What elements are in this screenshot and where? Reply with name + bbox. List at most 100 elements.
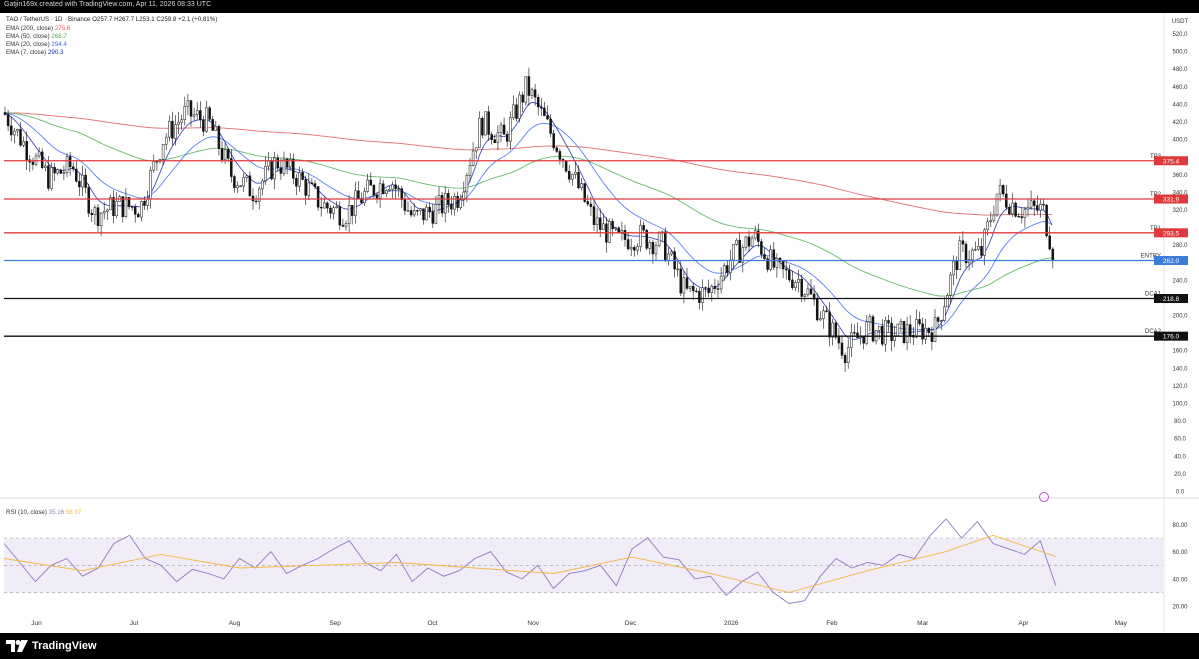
level-price-tp1: 293.5: [1163, 230, 1180, 237]
candle-up: [915, 319, 918, 338]
candle-down: [567, 170, 571, 180]
candle-down: [279, 167, 283, 174]
candle-up: [453, 195, 456, 210]
candle-down: [127, 197, 131, 207]
candle-up: [443, 193, 447, 214]
candle-down: [121, 196, 125, 217]
candle-down: [902, 320, 906, 343]
legend-ema-0: EMA (200, close) 275.6: [6, 25, 71, 32]
price-chart[interactable]: TP3TP2TP1ENTRYDCA1DCA2 375.4331.9293.526…: [0, 13, 1199, 633]
candle-down: [617, 227, 621, 233]
candle-down: [357, 190, 360, 200]
candle-up: [56, 169, 59, 174]
candle-down: [381, 183, 385, 194]
candle-up: [741, 247, 745, 263]
candle-up: [989, 220, 993, 223]
candle-down: [301, 172, 304, 180]
candle-up: [952, 261, 955, 276]
candle-up: [152, 161, 156, 171]
candle-down: [313, 183, 317, 187]
candle-down: [375, 194, 379, 199]
legend: TAO / TetherUS · 1D · Binance O257.7 H26…: [6, 16, 217, 516]
candle-down: [645, 229, 648, 249]
candle-down: [815, 299, 819, 321]
level-price-tp2: 331.9: [1163, 197, 1180, 204]
x-label: Dec: [625, 620, 637, 627]
candle-up: [93, 207, 97, 216]
candle-down: [1045, 204, 1048, 237]
candle-up: [710, 285, 714, 293]
candle-down: [800, 278, 803, 297]
candle-up: [192, 114, 196, 117]
candle-up: [654, 245, 658, 255]
candle-up: [688, 286, 692, 289]
candle-down: [695, 290, 698, 293]
candle-down: [698, 290, 701, 303]
candle-down: [1048, 235, 1051, 250]
price-axis: 375.4 331.9 293.5 262.0 218.8 176.0 USDT 0.0 20.…: [31, 19, 1188, 627]
candle-down: [564, 160, 568, 172]
candle-up: [499, 124, 503, 133]
candle-down: [137, 214, 140, 218]
candle-down: [543, 107, 546, 116]
x-label: Feb: [826, 620, 838, 627]
candle-up: [161, 144, 165, 160]
candle-down: [1017, 216, 1020, 218]
candle-up: [701, 287, 704, 303]
legend-rsi: RSI (10, close) 35.16 56.37: [6, 509, 82, 516]
candle-down: [586, 201, 590, 205]
candle-up: [657, 233, 661, 246]
candle-up: [468, 165, 472, 176]
candle-up: [958, 240, 962, 270]
candle-down: [611, 221, 614, 230]
x-label: Nov: [527, 620, 539, 627]
candle-down: [68, 156, 72, 168]
candle-up: [744, 236, 748, 248]
candle-down: [936, 317, 940, 322]
candle-down: [843, 355, 847, 363]
price-tick: 100.0: [1172, 402, 1188, 408]
rsi-pane: [3, 518, 1163, 604]
candle-down: [47, 165, 50, 189]
tradingview-logo[interactable]: TradingView: [6, 639, 97, 653]
candle-down: [19, 129, 22, 146]
candle-down: [1020, 216, 1024, 219]
candle-up: [896, 323, 900, 336]
candle-down: [254, 200, 258, 203]
candle-down: [112, 197, 115, 217]
candle-up: [574, 172, 577, 175]
price-tick: 460.0: [1172, 85, 1188, 91]
candle-up: [366, 179, 369, 192]
candle-up: [946, 295, 949, 308]
candle-down: [980, 246, 983, 256]
candle-down: [558, 151, 562, 160]
candle-down: [1005, 193, 1008, 208]
price-tick: 120.0: [1172, 384, 1188, 390]
candle-down: [642, 225, 645, 231]
level-tag-dca1: [1154, 294, 1188, 304]
candle-up: [530, 89, 534, 96]
candle-up: [471, 150, 475, 166]
candle-up: [682, 277, 686, 294]
candle-up: [459, 199, 462, 208]
candle-down: [369, 179, 373, 186]
candle-down: [40, 151, 44, 168]
candle-up: [245, 175, 249, 178]
price-tick: 440.0: [1172, 102, 1188, 108]
candle-down: [3, 112, 7, 115]
candle-down: [763, 254, 766, 259]
candle-down: [707, 287, 710, 293]
candle-down: [456, 195, 459, 208]
candle-down: [834, 322, 838, 338]
ema-50-line: [3, 112, 1053, 297]
candle-up: [977, 246, 980, 250]
candle-up: [865, 321, 869, 344]
candle-down: [598, 217, 602, 230]
candle-up: [992, 214, 996, 221]
rsi-tick: 20.00: [1172, 605, 1188, 611]
price-tick: 200.0: [1172, 314, 1188, 320]
candle-up: [146, 198, 149, 206]
candle-down: [239, 185, 242, 187]
candle-down: [577, 172, 580, 189]
candle-down: [502, 124, 506, 135]
